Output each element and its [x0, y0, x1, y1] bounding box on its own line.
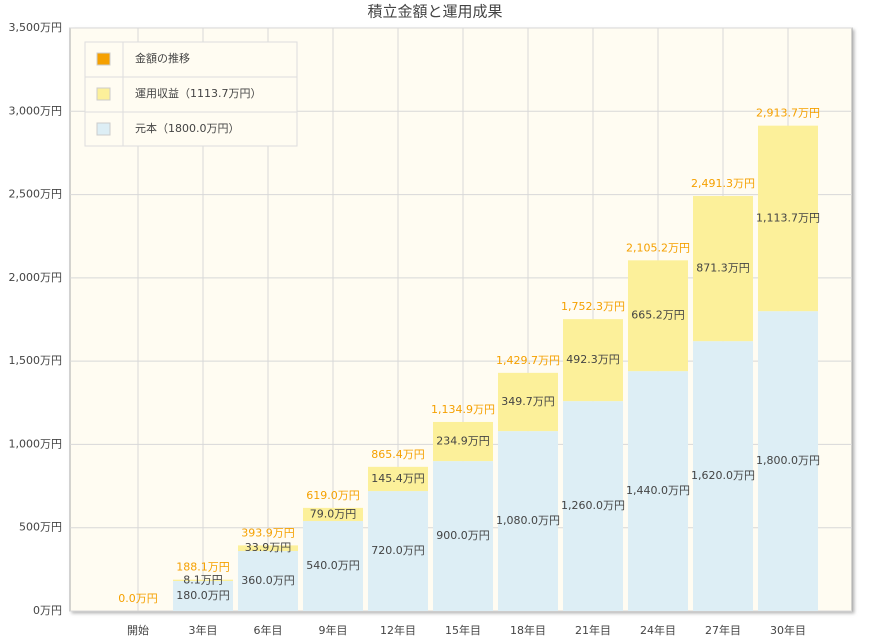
y-tick-label: 3,500万円 [9, 21, 63, 34]
x-tick-label: 6年目 [254, 623, 283, 637]
bar-segment [758, 311, 818, 611]
bar-segment [368, 491, 428, 611]
bar-label: 871.3万円 [696, 262, 750, 275]
bar-segment [303, 507, 363, 522]
x-tick-label: 21年目 [575, 623, 611, 637]
x-tick-label: 18年目 [510, 623, 546, 637]
legend-box [84, 41, 298, 147]
total-label: 2,105.2万円 [626, 241, 690, 254]
bar-segment [433, 461, 493, 611]
bar-label: 665.2万円 [631, 309, 685, 322]
x-tick-label: 3年目 [189, 623, 218, 637]
bar-label: 79.0万円 [310, 507, 357, 520]
bar-segment [173, 579, 233, 582]
legend-swatch [96, 52, 111, 66]
bar-label: 145.4万円 [371, 472, 425, 485]
total-label: 1,752.3万円 [561, 300, 625, 313]
total-label: 2,913.7万円 [756, 107, 820, 120]
x-tick-label: 12年目 [380, 623, 416, 637]
x-tick-label: 24年目 [640, 623, 676, 637]
x-tick-label: 15年目 [445, 623, 481, 637]
bar-label: 360.0万円 [241, 574, 295, 587]
bar-label: 33.9万円 [245, 541, 292, 554]
total-label: 2,491.3万円 [691, 177, 755, 190]
y-tick-label: 3,000万円 [9, 104, 63, 117]
bar-segment [563, 319, 623, 402]
legend-label: 金額の推移 [135, 51, 190, 65]
bar-label: 349.7万円 [501, 395, 555, 408]
bar-segment [303, 521, 363, 611]
x-tick-label: 9年目 [319, 623, 348, 637]
total-label: 865.4万円 [371, 448, 425, 461]
bar-label: 900.0万円 [436, 529, 490, 542]
bar-segment [758, 125, 818, 312]
bar-label: 1,440.0万円 [626, 484, 690, 497]
bar-label: 180.0万円 [176, 589, 230, 602]
bar-segment [693, 341, 753, 611]
chart-title: 積立金額と運用成果 [367, 3, 502, 21]
total-label: 393.9万円 [241, 526, 295, 539]
y-tick-label: 1,000万円 [9, 437, 63, 450]
bar-segment [238, 551, 298, 611]
bar-label: 492.3万円 [566, 353, 620, 366]
legend-swatch [96, 122, 111, 136]
total-label: 1,429.7万円 [496, 354, 560, 367]
total-label: 619.0万円 [306, 489, 360, 502]
bar-label: 1,800.0万円 [756, 454, 820, 467]
bar-label: 1,260.0万円 [561, 499, 625, 512]
x-tick-label: 開始 [127, 623, 149, 637]
y-tick-label: 1,500万円 [9, 354, 63, 367]
y-tick-label: 500万円 [19, 521, 62, 534]
bar-segment [498, 431, 558, 611]
total-label: 1,134.9万円 [431, 403, 495, 416]
bar-segment [563, 401, 623, 611]
bar-label: 1,620.0万円 [691, 469, 755, 482]
bar-segment [433, 421, 493, 462]
x-tick-label: 27年目 [705, 623, 741, 637]
legend-label: 運用収益（1113.7万円） [135, 86, 262, 100]
bar-segment [693, 196, 753, 342]
bar-label: 234.9万円 [436, 435, 490, 448]
bar-segment [238, 545, 298, 552]
legend-label: 元本（1800.0万円） [135, 121, 240, 135]
y-tick-label: 0万円 [33, 604, 62, 617]
legend-swatch [96, 87, 111, 101]
bar-label: 540.0万円 [306, 559, 360, 572]
bar-label: 1,113.7万円 [756, 211, 820, 224]
bar-segment [628, 371, 688, 611]
total-label: 188.1万円 [176, 561, 230, 574]
bar-segment [498, 372, 558, 432]
y-tick-label: 2,500万円 [9, 188, 63, 201]
total-label: 0.0万円 [118, 592, 158, 605]
bar-label: 8.1万円 [183, 573, 223, 586]
bar-segment [628, 260, 688, 372]
y-tick-label: 2,000万円 [9, 271, 63, 284]
bar-label: 1,080.0万円 [496, 514, 560, 527]
bar-segment [368, 466, 428, 492]
x-tick-label: 30年目 [770, 623, 806, 637]
bar-label: 720.0万円 [371, 544, 425, 557]
bar-segment [173, 581, 233, 611]
